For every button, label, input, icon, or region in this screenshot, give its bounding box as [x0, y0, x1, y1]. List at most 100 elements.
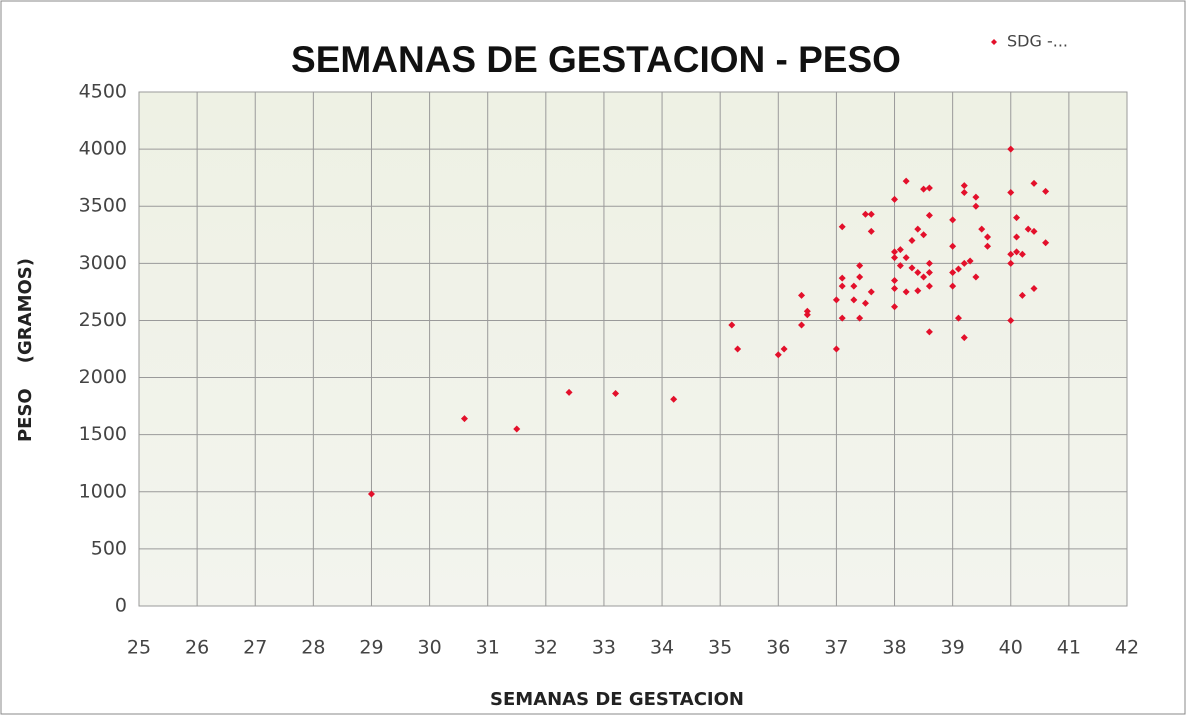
scatter-point — [925, 328, 933, 336]
scatter-point — [1013, 248, 1021, 256]
scatter-point — [891, 195, 899, 203]
scatter-point — [960, 334, 968, 342]
x-tick-label: 40 — [999, 637, 1023, 659]
scatter-point — [1007, 316, 1015, 324]
y-tick-label: 0 — [115, 595, 127, 617]
scatter-point — [838, 223, 846, 231]
scatter-point — [774, 351, 782, 359]
scatter-point — [925, 282, 933, 290]
scatter-point — [838, 314, 846, 322]
scatter-point — [908, 236, 916, 244]
y-tick-label: 2000 — [79, 366, 127, 388]
x-tick-label: 36 — [766, 637, 790, 659]
scatter-point — [949, 282, 957, 290]
scatter-point — [1042, 187, 1050, 195]
scatter-point — [565, 388, 573, 396]
x-tick-label: 25 — [127, 637, 151, 659]
scatter-point — [966, 257, 974, 265]
scatter-point — [780, 345, 788, 353]
scatter-point — [1013, 233, 1021, 241]
scatter-point — [920, 185, 928, 193]
y-tick-label: 1000 — [79, 480, 127, 502]
scatter-point — [925, 268, 933, 276]
scatter-point — [1013, 214, 1021, 222]
scatter-point — [920, 231, 928, 239]
x-tick-label: 34 — [650, 637, 674, 659]
scatter-point — [867, 210, 875, 218]
scatter-point — [972, 193, 980, 201]
scatter-point — [914, 268, 922, 276]
scatter-point — [861, 210, 869, 218]
scatter-point — [914, 225, 922, 233]
scatter-point — [891, 254, 899, 262]
scatter-point — [954, 265, 962, 273]
scatter-point — [925, 184, 933, 192]
scatter-point — [949, 242, 957, 250]
scatter-point — [914, 287, 922, 295]
scatter-point — [1007, 259, 1015, 267]
scatter-point — [960, 189, 968, 197]
x-tick-label: 28 — [301, 637, 325, 659]
scatter-point — [949, 216, 957, 224]
x-tick-label: 42 — [1115, 637, 1139, 659]
scatter-point — [460, 415, 468, 423]
scatter-point — [838, 282, 846, 290]
y-tick-label: 1500 — [79, 423, 127, 445]
legend-marker — [991, 39, 997, 45]
scatter-point — [954, 314, 962, 322]
chart-title: SEMANAS DE GESTACION - PESO — [291, 39, 901, 80]
y-tick-label: 4000 — [79, 138, 127, 160]
scatter-point — [1030, 227, 1038, 235]
scatter-point — [1007, 145, 1015, 153]
scatter-point — [1030, 284, 1038, 292]
scatter-point — [850, 282, 858, 290]
scatter-point — [891, 248, 899, 256]
scatter-point — [867, 227, 875, 235]
scatter-point — [734, 345, 742, 353]
scatter-point — [1007, 189, 1015, 197]
y-tick-label: 3000 — [79, 252, 127, 274]
scatter-point — [803, 311, 811, 319]
x-axis-label: SEMANAS DE GESTACION — [490, 689, 744, 710]
scatter-point — [984, 242, 992, 250]
scatter-point — [972, 273, 980, 281]
scatter-point — [960, 259, 968, 267]
x-tick-label: 29 — [359, 637, 383, 659]
x-tick-label: 37 — [824, 637, 848, 659]
scatter-point — [972, 202, 980, 210]
scatter-point — [832, 296, 840, 304]
scatter-point — [896, 262, 904, 270]
scatter-point — [856, 262, 864, 270]
x-tick-label: 41 — [1057, 637, 1081, 659]
scatter-point — [978, 225, 986, 233]
y-tick-label: 4500 — [79, 81, 127, 103]
x-tick-label: 30 — [417, 637, 441, 659]
x-tick-label: 35 — [708, 637, 732, 659]
y-tick-label: 500 — [91, 537, 127, 559]
scatter-point — [902, 254, 910, 262]
scatter-point — [1007, 250, 1015, 258]
scatter-point — [908, 264, 916, 272]
scatter-point — [949, 268, 957, 276]
scatter-point — [891, 303, 899, 311]
scatter-point — [856, 314, 864, 322]
x-tick-label: 26 — [185, 637, 209, 659]
scatter-point — [367, 490, 375, 498]
scatter-point — [850, 296, 858, 304]
x-tick-label: 32 — [534, 637, 558, 659]
scatter-point — [925, 211, 933, 219]
scatter-point — [1024, 225, 1032, 233]
scatter-point — [861, 299, 869, 307]
scatter-point — [925, 259, 933, 267]
scatter-point — [838, 274, 846, 282]
scatter-point — [984, 233, 992, 241]
plot-area — [138, 91, 1128, 607]
scatter-point — [896, 246, 904, 254]
scatter-point — [920, 273, 928, 281]
scatter-point — [891, 276, 899, 284]
scatter-point — [902, 177, 910, 185]
scatter-point — [1018, 291, 1026, 299]
x-tick-label: 27 — [243, 637, 267, 659]
scatter-point — [960, 182, 968, 190]
